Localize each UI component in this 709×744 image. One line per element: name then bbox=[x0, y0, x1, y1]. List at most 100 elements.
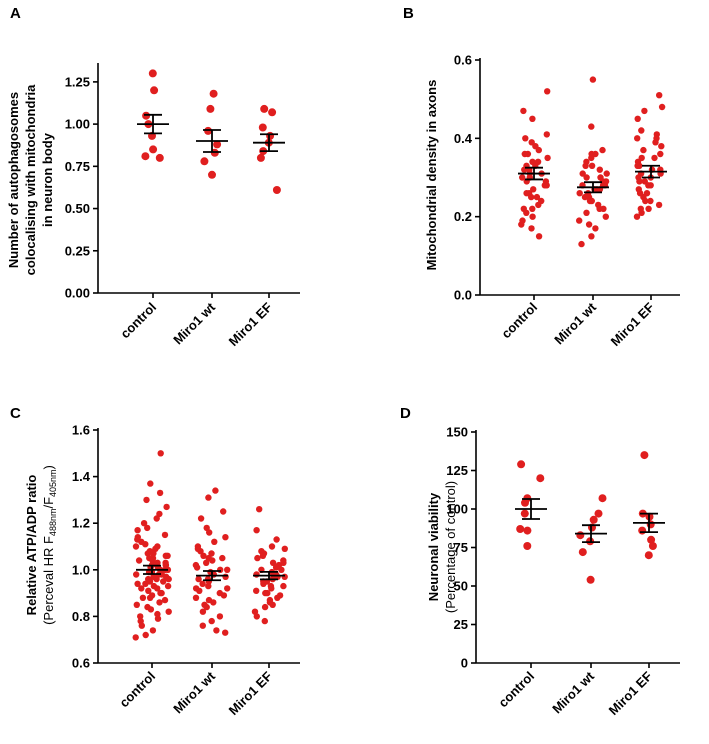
data-point bbox=[521, 498, 529, 507]
data-point bbox=[139, 594, 147, 601]
data-point bbox=[603, 170, 610, 177]
y-tick-label: 0 bbox=[461, 656, 468, 671]
data-point bbox=[138, 585, 145, 592]
data-point bbox=[222, 629, 229, 636]
data-point bbox=[217, 566, 224, 573]
data-point bbox=[253, 613, 260, 620]
data-point bbox=[645, 205, 652, 212]
data-point bbox=[589, 76, 597, 83]
data-point bbox=[272, 564, 280, 571]
data-point bbox=[143, 496, 150, 504]
data-point bbox=[638, 127, 645, 134]
x-tick-label: Miro1 wt bbox=[170, 668, 218, 716]
data-point bbox=[266, 131, 275, 140]
data-point bbox=[647, 197, 654, 205]
data-point bbox=[633, 213, 641, 220]
y-tick-label: 0.50 bbox=[65, 201, 90, 216]
data-point bbox=[634, 115, 641, 123]
data-point bbox=[589, 515, 598, 524]
y-tick-label: 125 bbox=[446, 463, 468, 478]
data-point bbox=[281, 573, 288, 580]
data-point bbox=[269, 601, 276, 608]
data-point bbox=[150, 86, 159, 95]
y-axis-label: Number of autophagosomes bbox=[6, 92, 21, 268]
y-tick-label: 150 bbox=[446, 425, 468, 440]
data-point bbox=[535, 233, 543, 240]
data-point bbox=[281, 545, 288, 552]
data-point bbox=[636, 190, 644, 197]
data-point bbox=[652, 139, 659, 146]
data-point bbox=[133, 571, 140, 578]
data-point bbox=[268, 585, 275, 592]
data-point bbox=[208, 617, 215, 625]
data-point bbox=[150, 550, 157, 557]
data-point bbox=[592, 150, 599, 158]
data-point bbox=[582, 162, 589, 169]
y-tick-label: 1.4 bbox=[72, 469, 91, 484]
y-tick-label: 1.6 bbox=[72, 423, 90, 438]
data-point bbox=[161, 596, 169, 604]
data-point bbox=[256, 153, 265, 162]
y-tick-label: 0.8 bbox=[72, 609, 90, 624]
data-point bbox=[261, 617, 268, 625]
y-tick-label: 1.00 bbox=[65, 117, 90, 132]
panel-letter: A bbox=[10, 5, 21, 22]
data-point bbox=[203, 603, 210, 611]
data-point bbox=[142, 631, 149, 639]
data-point bbox=[147, 606, 155, 613]
data-point bbox=[224, 585, 231, 592]
data-point bbox=[517, 460, 526, 469]
data-point bbox=[522, 135, 529, 142]
data-point bbox=[199, 608, 207, 615]
data-point bbox=[156, 599, 163, 606]
data-point bbox=[134, 527, 141, 534]
data-point bbox=[634, 135, 641, 142]
data-point bbox=[261, 603, 269, 611]
data-point bbox=[594, 509, 603, 518]
x-tick-label: control bbox=[116, 669, 158, 711]
x-tick-label: Miro1 wt bbox=[549, 668, 597, 716]
data-point bbox=[220, 508, 227, 515]
data-point bbox=[197, 515, 205, 522]
y-tick-label: 0.25 bbox=[65, 243, 90, 258]
y-axis-label: Mitochondrial density in axons bbox=[424, 80, 439, 271]
panel-c: C 0.6 0.8 1.0 1.2 1.4 1.6 control Miro1 wt Miro1 … bbox=[10, 405, 300, 718]
data-point bbox=[132, 634, 139, 641]
data-point bbox=[576, 190, 583, 197]
data-point bbox=[534, 158, 542, 165]
data-point bbox=[224, 566, 231, 573]
data-point bbox=[264, 589, 271, 597]
data-point bbox=[154, 543, 161, 550]
data-point bbox=[254, 554, 261, 562]
data-point bbox=[137, 613, 144, 620]
data-point bbox=[205, 596, 213, 604]
data-point bbox=[165, 575, 172, 583]
x-tick-label: control bbox=[495, 669, 537, 711]
data-point bbox=[209, 89, 218, 98]
data-point bbox=[588, 154, 595, 162]
data-point bbox=[529, 115, 536, 123]
data-point bbox=[641, 107, 648, 115]
x-tick-label: Miro1 EF bbox=[606, 668, 655, 717]
data-point bbox=[253, 571, 260, 578]
data-point bbox=[646, 520, 655, 529]
data-point bbox=[160, 578, 167, 585]
data-point bbox=[642, 197, 649, 205]
data-point bbox=[658, 103, 666, 111]
y-tick-label: 25 bbox=[454, 617, 468, 632]
data-point bbox=[592, 225, 599, 232]
data-point bbox=[640, 451, 649, 460]
data-point bbox=[274, 594, 281, 601]
data-point bbox=[156, 489, 164, 497]
data-point bbox=[196, 587, 203, 594]
data-point bbox=[204, 575, 212, 583]
data-point bbox=[149, 557, 156, 564]
data-point bbox=[213, 140, 222, 149]
data-point bbox=[158, 589, 165, 597]
data-point bbox=[647, 535, 656, 544]
data-point bbox=[578, 240, 585, 248]
x-tick-label: Miro1 EF bbox=[226, 668, 275, 717]
data-point bbox=[142, 580, 149, 587]
data-point bbox=[203, 559, 210, 566]
data-point bbox=[269, 559, 277, 566]
